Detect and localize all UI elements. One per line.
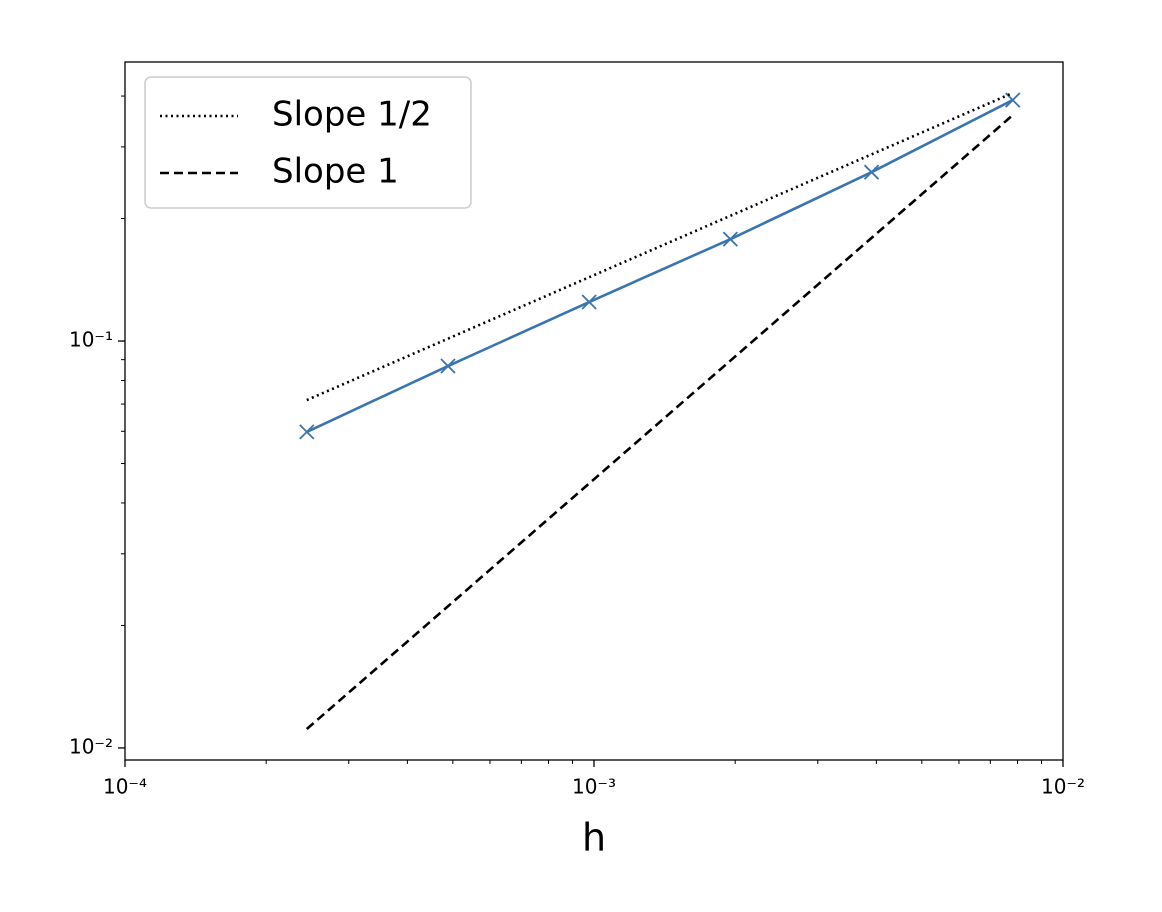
marker bbox=[1005, 92, 1021, 108]
marker bbox=[863, 164, 880, 180]
plot-frame bbox=[124, 61, 1064, 761]
legend-label: Slope 1 bbox=[272, 152, 399, 192]
marker bbox=[581, 294, 597, 310]
series-line bbox=[306, 91, 1014, 402]
marker bbox=[299, 424, 315, 440]
legend-label: Slope 1/2 bbox=[272, 95, 432, 135]
marker bbox=[722, 231, 738, 247]
x-axis-label: h bbox=[582, 816, 606, 860]
x-tick-label: 10⁻³ bbox=[572, 775, 616, 799]
x-tick-label: 10⁻⁴ bbox=[103, 775, 147, 799]
legend-box bbox=[144, 76, 472, 209]
series-line bbox=[305, 114, 1014, 730]
series-line bbox=[306, 98, 1014, 434]
x-tick-label: 10⁻² bbox=[1041, 775, 1085, 799]
y-tick-label: 10⁻¹ bbox=[69, 328, 113, 352]
y-tick-label: 10⁻² bbox=[69, 734, 113, 758]
marker bbox=[440, 358, 456, 374]
